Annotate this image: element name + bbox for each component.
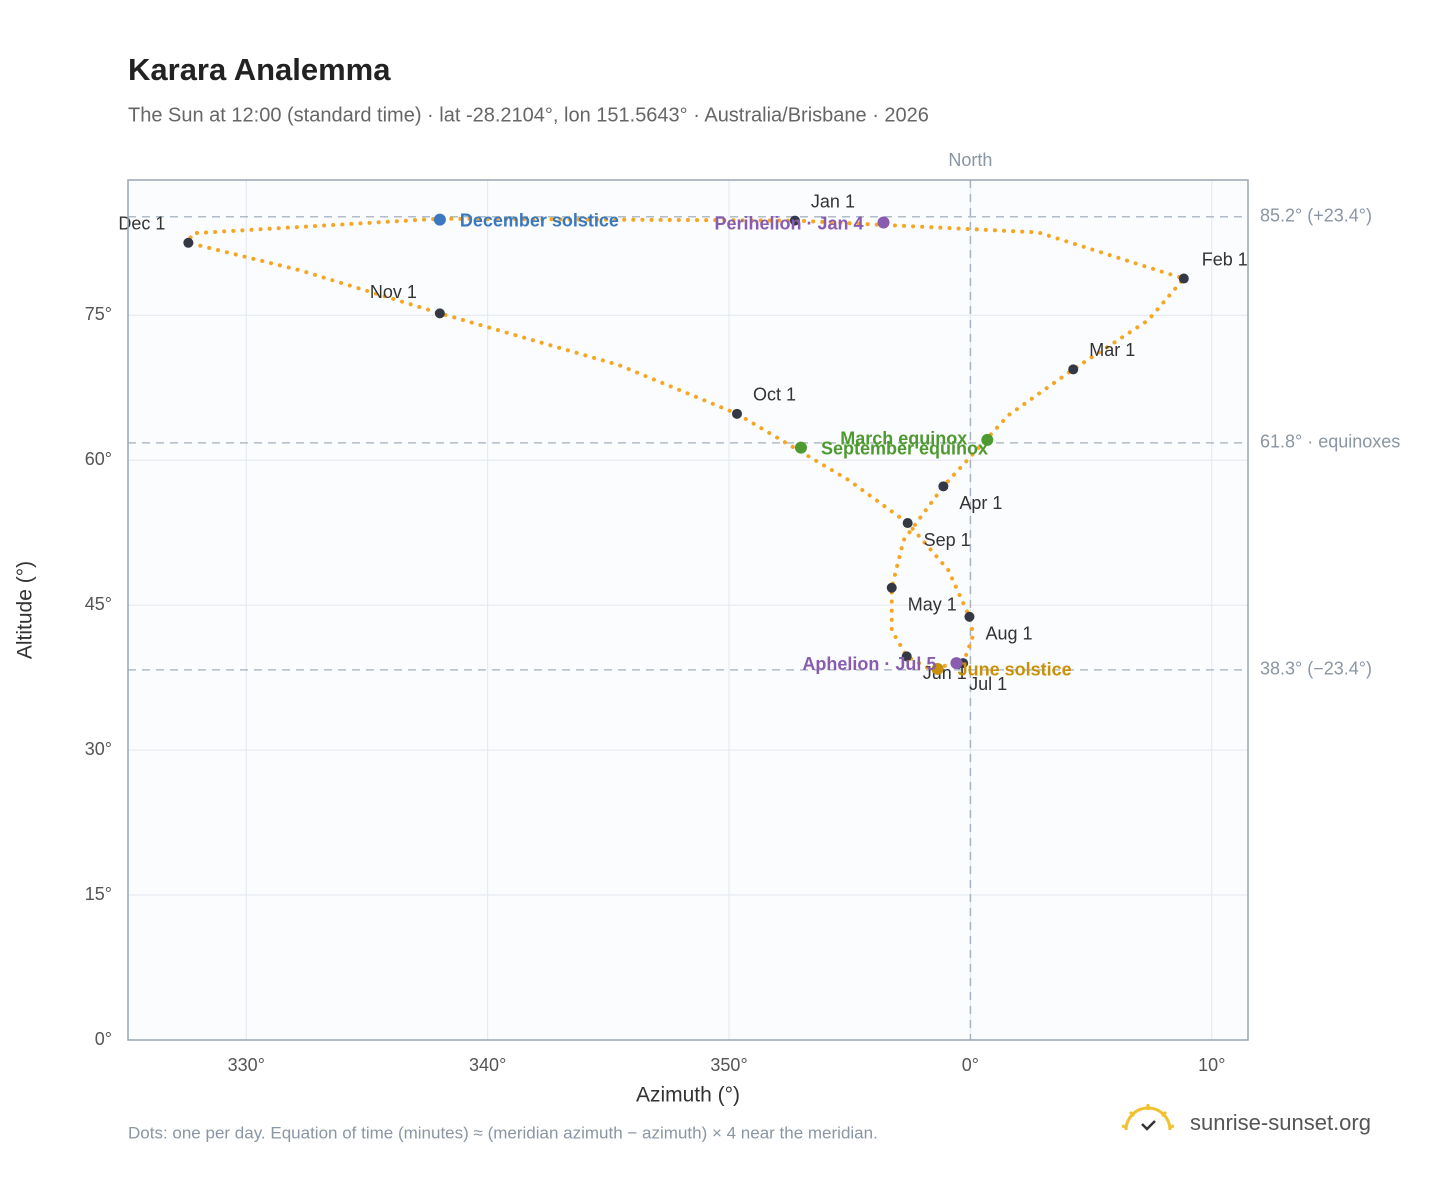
event-marker — [931, 662, 944, 675]
chart-subtitle: The Sun at 12:00 (standard time) · lat -… — [128, 104, 929, 126]
month-marker — [732, 408, 742, 419]
event-marker — [981, 433, 994, 446]
analemma-path — [185, 216, 1188, 671]
month-marker — [902, 518, 913, 529]
event-label: March equinox — [840, 429, 967, 449]
event-marker — [433, 213, 446, 226]
reference-label: 38.3° (−23.4°) — [1260, 659, 1372, 679]
x-axis-label: Azimuth (°) — [636, 1084, 740, 1107]
month-marker — [1068, 364, 1079, 375]
x-tick-label: 0° — [962, 1055, 979, 1075]
x-tick-label: 10° — [1198, 1055, 1225, 1075]
brand-logo — [1121, 1104, 1175, 1131]
meridian-label: North — [948, 150, 992, 170]
month-label: Aug 1 — [985, 624, 1032, 644]
plot-frame — [127, 179, 1249, 1041]
y-tick-label: 0° — [95, 1029, 112, 1049]
month-label: Jan 1 — [811, 191, 855, 211]
month-marker — [938, 481, 949, 492]
event-label: September equinox — [821, 438, 988, 458]
month-label: Dec 1 — [118, 214, 165, 234]
y-tick-label: 45° — [85, 594, 112, 614]
brand: sunrise-sunset.org — [1190, 1110, 1371, 1135]
month-marker — [1178, 273, 1189, 284]
y-tick-label: 15° — [85, 884, 112, 904]
x-tick-label: 340° — [469, 1055, 506, 1075]
month-marker — [901, 651, 912, 662]
plot-area — [128, 180, 1248, 1040]
event-marker — [794, 441, 807, 454]
month-label: Apr 1 — [959, 493, 1002, 513]
month-label: Nov 1 — [370, 282, 417, 302]
event-marker — [877, 216, 890, 229]
event-label: June solstice — [958, 660, 1072, 680]
event-label: December solstice — [460, 210, 619, 230]
month-label: Mar 1 — [1089, 340, 1135, 360]
x-tick-label: 350° — [710, 1055, 747, 1075]
y-tick-label: 30° — [85, 739, 112, 759]
month-label: Feb 1 — [1202, 249, 1248, 269]
y-tick-label: 75° — [85, 304, 112, 324]
month-label: Jul 1 — [969, 674, 1007, 694]
event-label: Perihelion · Jan 4 — [714, 213, 863, 233]
month-label: May 1 — [908, 595, 957, 615]
month-marker — [434, 308, 445, 319]
event-label: Aphelion · Jul 5 — [802, 654, 936, 674]
reference-label: 61.8° · equinoxes — [1260, 432, 1400, 452]
x-tick-label: 330° — [228, 1055, 265, 1075]
chart-title: Karara Analemma — [128, 52, 391, 87]
y-tick-label: 60° — [85, 449, 112, 469]
footnote: Dots: one per day. Equation of time (min… — [128, 1123, 878, 1142]
event-marker — [950, 657, 963, 670]
month-label: Sep 1 — [924, 530, 971, 550]
month-marker — [183, 237, 194, 248]
month-marker — [886, 582, 897, 593]
month-label: Oct 1 — [753, 385, 796, 405]
month-marker — [964, 611, 975, 622]
reference-label: 85.2° (+23.4°) — [1260, 205, 1372, 225]
month-marker — [789, 215, 800, 226]
y-axis-label: Altitude (°) — [14, 561, 37, 659]
